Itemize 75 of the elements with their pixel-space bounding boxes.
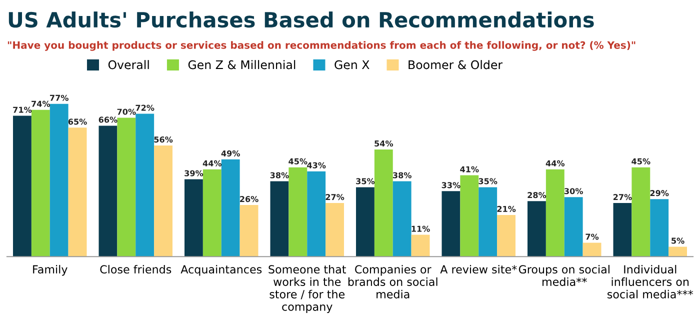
bar	[668, 246, 687, 257]
x-tick-label: Someone that works in the store / for the company	[268, 264, 346, 314]
data-label: 27%	[613, 194, 632, 200]
bar	[68, 128, 87, 257]
data-label: 45%	[288, 158, 308, 164]
bar	[31, 110, 50, 257]
bar	[136, 114, 154, 257]
bar	[240, 205, 258, 257]
data-label: 5%	[672, 238, 684, 244]
bar	[98, 126, 118, 257]
data-label: 74%	[32, 100, 50, 107]
data-label: 71%	[13, 106, 32, 113]
data-label: 35%	[478, 178, 498, 184]
data-label: 33%	[442, 182, 460, 188]
bar	[564, 197, 583, 257]
bar	[326, 203, 344, 257]
bar	[442, 191, 460, 257]
legend-label: Gen X	[334, 60, 370, 70]
bar	[497, 214, 516, 257]
data-label: 38%	[392, 172, 412, 178]
legend-label: Overall	[108, 60, 149, 70]
data-label: 11%	[412, 226, 430, 232]
bar	[356, 187, 374, 257]
x-tick-label: Individual influencers on social media***	[607, 264, 694, 298]
legend-label: Gen Z & Millennial	[188, 60, 296, 70]
bar	[632, 167, 650, 257]
bar	[613, 203, 632, 257]
data-label: 44%	[202, 160, 222, 166]
bar	[546, 169, 564, 257]
bar	[650, 199, 669, 257]
data-label: 72%	[136, 104, 154, 111]
legend-label: Boomer & Older	[408, 60, 503, 70]
bar	[307, 171, 326, 257]
bar	[288, 167, 308, 257]
bar	[184, 179, 203, 257]
data-label: 21%	[497, 206, 516, 212]
data-label: 70%	[117, 108, 136, 115]
x-tick-label: A review site*	[440, 264, 517, 274]
data-label: 44%	[546, 160, 565, 166]
data-label: 26%	[240, 196, 258, 202]
data-label: 43%	[307, 162, 326, 168]
bar	[582, 242, 602, 257]
data-label: 45%	[632, 158, 650, 164]
bar	[221, 159, 240, 257]
x-tick-label: Acquaintances	[180, 264, 262, 276]
data-label: 29%	[650, 190, 669, 196]
data-label: 49%	[221, 150, 240, 156]
data-label: 54%	[374, 140, 394, 147]
bar	[13, 116, 32, 257]
data-label: 56%	[154, 136, 173, 143]
bar	[460, 175, 479, 257]
data-label: 30%	[564, 188, 583, 194]
data-label: 35%	[356, 178, 375, 184]
chart-title: US Adults' Purchases Based on Recommendations	[8, 12, 594, 28]
data-label: 27%	[326, 194, 344, 200]
bar	[478, 187, 498, 257]
bar	[374, 149, 393, 257]
data-label: 77%	[50, 94, 68, 101]
x-tick-label: Family	[33, 264, 68, 276]
bar	[117, 118, 136, 257]
bar	[154, 146, 172, 257]
data-label: 66%	[98, 116, 118, 123]
bar	[528, 201, 546, 257]
x-tick-label: Close friends	[100, 264, 172, 274]
bar	[50, 104, 68, 257]
data-label: 38%	[270, 172, 289, 178]
bar	[270, 181, 289, 257]
data-label: 28%	[528, 192, 546, 198]
chart-subtitle: "Have you bought products or services based on recommendations from each of the following, or not? (% Yes)"	[8, 41, 636, 51]
data-label: 7%	[586, 234, 599, 240]
bar	[202, 169, 222, 257]
x-tick-label: Companies or brands on social media	[348, 264, 438, 298]
bar	[392, 181, 412, 257]
data-label: 41%	[460, 166, 479, 172]
bar	[411, 234, 430, 257]
